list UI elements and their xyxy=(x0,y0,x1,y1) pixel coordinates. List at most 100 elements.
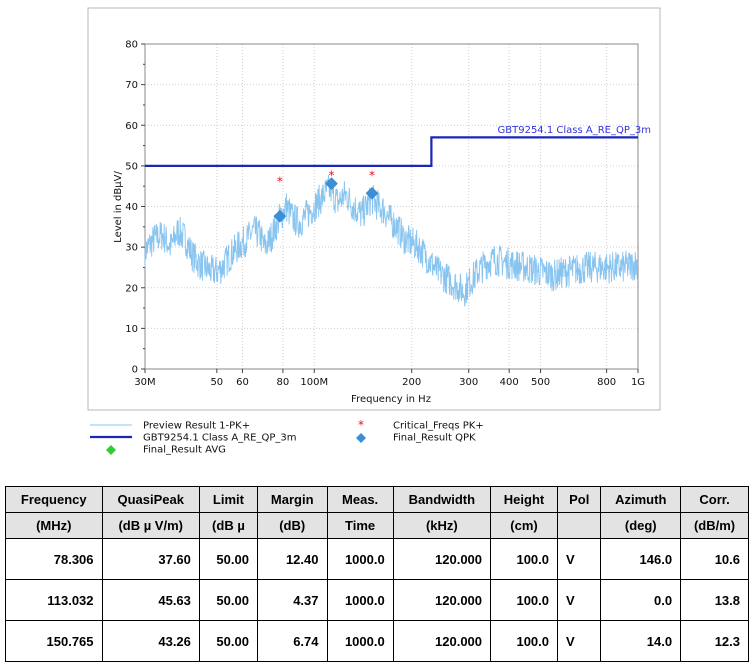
table-cell: 10.6 xyxy=(680,538,749,580)
x-tick-label: 30M xyxy=(134,377,155,388)
table-cell: 1000.0 xyxy=(326,538,394,580)
column-header: (kHz) xyxy=(392,512,492,539)
column-header: Azimuth xyxy=(600,486,682,513)
column-header: (deg) xyxy=(600,512,682,539)
legend-item: Preview Result 1-PK+ xyxy=(90,421,250,432)
x-tick-label: 400 xyxy=(500,377,519,388)
critical-freq-marker: * xyxy=(369,169,375,183)
table-body: 78.306 37.60 50.00 12.40 1000.0 120.000 100.0 V… xyxy=(5,538,749,662)
column-header xyxy=(557,512,602,539)
table-header: Frequency QuasiPeak Limit Margin Meas. Bandwi… xyxy=(5,486,749,539)
y-tick-label: 80 xyxy=(125,40,138,51)
legend-item: * Critical_Freqs PK+ xyxy=(358,418,484,432)
column-header: Frequency xyxy=(5,486,103,513)
x-tick-label: 50 xyxy=(210,377,223,388)
column-header: Meas. xyxy=(326,486,394,513)
x-tick-label: 800 xyxy=(597,377,616,388)
column-header: (dB µ V/m) xyxy=(101,512,200,539)
x-axis-ticks: 30M 50 60 80 100M 200 300 400 500 800 1G xyxy=(134,369,645,388)
legend-label: Final_Result AVG xyxy=(143,445,226,456)
column-header: Limit xyxy=(198,486,258,513)
table-cell: V xyxy=(557,579,602,621)
chart-frame xyxy=(87,7,661,411)
table-cell: 43.26 xyxy=(101,620,200,662)
table-row: 113.032 45.63 50.00 4.37 1000.0 120.000 100.0 V… xyxy=(5,579,749,621)
final-result-marker xyxy=(325,177,338,190)
series-0 xyxy=(144,174,639,307)
column-header: Pol xyxy=(557,486,602,513)
preview-trace xyxy=(144,174,639,307)
table-cell: V xyxy=(557,538,602,580)
table-cell: 0.0 xyxy=(600,579,682,621)
table-cell: 50.00 xyxy=(198,538,258,580)
table-cell: 113.032 xyxy=(5,579,103,621)
critical-freq-marker: * xyxy=(277,175,283,189)
legend-label: Final_Result QPK xyxy=(393,433,476,444)
y-tick-label: 0 xyxy=(132,365,138,376)
column-header: (dB µ xyxy=(198,512,258,539)
critical-freq-marker: * xyxy=(328,169,334,183)
x-axis-title: Frequency in Hz xyxy=(351,394,431,405)
x-tick-label: 60 xyxy=(236,377,249,388)
final-result-marker xyxy=(273,209,287,223)
x-tick-label: 1G xyxy=(631,377,645,388)
emission-chart: 30M 50 60 80 100M 200 300 400 500 800 1G 0 10 20 30 40… xyxy=(87,7,661,456)
column-header: (cm) xyxy=(490,512,559,539)
column-header: (MHz) xyxy=(5,512,103,539)
series-3 xyxy=(273,177,379,223)
series-2: * * * xyxy=(277,169,375,189)
x-tick-label: 200 xyxy=(402,377,421,388)
limit-line xyxy=(145,136,638,167)
column-header: (dB/m) xyxy=(680,512,749,539)
table-cell: 12.40 xyxy=(256,538,328,580)
table-row: 78.306 37.60 50.00 12.40 1000.0 120.000 100.0 V… xyxy=(5,538,749,580)
table-cell: 100.0 xyxy=(490,579,559,621)
column-header: Time xyxy=(326,512,394,539)
y-axis-ticks: 0 10 20 30 40 50 60 70 80 xyxy=(125,40,145,376)
table-cell: 50.00 xyxy=(198,620,258,662)
x-tick-label: 300 xyxy=(459,377,478,388)
table-cell: 78.306 xyxy=(5,538,103,580)
x-tick-label: 100M xyxy=(300,377,328,388)
series-layer: * * * xyxy=(144,136,639,307)
table-cell: 12.3 xyxy=(680,620,749,662)
table-cell: 4.37 xyxy=(256,579,328,621)
column-header: (dB) xyxy=(256,512,328,539)
legend-label: GBT9254.1 Class A_RE_QP_3m xyxy=(143,433,297,444)
column-header: Corr. xyxy=(680,486,749,513)
table-cell: 120.000 xyxy=(392,538,492,580)
final-result-marker xyxy=(365,186,379,200)
legend-swatch: * xyxy=(358,418,364,432)
y-tick-label: 30 xyxy=(125,243,138,254)
legend-item: Final_Result QPK xyxy=(356,433,476,444)
table-cell: 120.000 xyxy=(392,579,492,621)
y-tick-label: 50 xyxy=(125,161,138,172)
legend-item: Final_Result AVG xyxy=(106,445,226,456)
y-tick-label: 40 xyxy=(125,202,138,213)
x-tick-label: 500 xyxy=(531,377,550,388)
results-table: Frequency QuasiPeak Limit Margin Meas. Bandwi… xyxy=(5,486,749,662)
table-cell: 14.0 xyxy=(600,620,682,662)
table-cell: 1000.0 xyxy=(326,620,394,662)
y-tick-label: 70 xyxy=(125,80,138,91)
limit-line-label: GBT9254.1 Class A_RE_QP_3m xyxy=(498,125,652,136)
column-header: Height xyxy=(490,486,559,513)
table-cell: 1000.0 xyxy=(326,579,394,621)
table-cell: 146.0 xyxy=(600,538,682,580)
series-1 xyxy=(145,136,638,167)
column-header: QuasiPeak xyxy=(101,486,200,513)
legend-label: Preview Result 1-PK+ xyxy=(143,421,250,432)
legend-label: Critical_Freqs PK+ xyxy=(393,421,484,432)
table-cell: 6.74 xyxy=(256,620,328,662)
table-cell: 50.00 xyxy=(198,579,258,621)
table-cell: V xyxy=(557,620,602,662)
y-tick-label: 10 xyxy=(125,324,138,335)
column-header: Bandwidth xyxy=(392,486,492,513)
legend-swatch xyxy=(356,433,366,443)
table-cell: 45.63 xyxy=(101,579,200,621)
table-cell: 37.60 xyxy=(101,538,200,580)
y-tick-label: 60 xyxy=(125,121,138,132)
legend-item: GBT9254.1 Class A_RE_QP_3m xyxy=(90,433,297,444)
table-row: 150.765 43.26 50.00 6.74 1000.0 120.000 100.0 V… xyxy=(5,620,749,662)
table-cell: 13.8 xyxy=(680,579,749,621)
